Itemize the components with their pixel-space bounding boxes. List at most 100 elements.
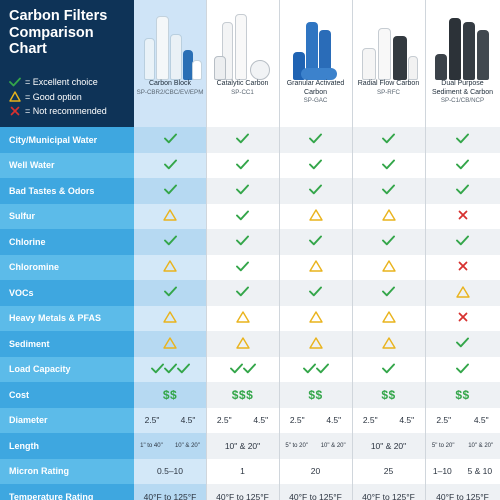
check-icon <box>382 235 395 248</box>
table-cell: 40°F to 125°F <box>134 484 206 500</box>
row-label: Sulfur <box>0 203 134 229</box>
table-cell <box>279 152 352 178</box>
cell-text: 2.5" <box>289 415 305 426</box>
table-cell <box>279 254 352 280</box>
cell-text: 5" to 20" <box>285 442 308 449</box>
cell-text: 40°F to 125°F <box>143 491 197 500</box>
table-cell <box>352 203 425 229</box>
table-cell <box>206 280 279 306</box>
table-cell <box>134 331 206 357</box>
triangle-icon <box>163 209 177 223</box>
product-name: Dual Purpose Sediment & Carbon <box>431 80 494 96</box>
triangle-icon <box>381 311 396 325</box>
table-cell <box>352 254 425 280</box>
table-cell <box>352 229 425 255</box>
check-icon <box>456 184 469 197</box>
product-name: Radial Flow Carbon <box>357 80 420 87</box>
product-header-catalytic-carbon: Catalytic Carbon SP-CC1 <box>206 0 279 127</box>
row-label: Chlorine <box>0 229 134 255</box>
product-header-granular-activated-carbon: Granular Activated Carbon SP-GAC <box>279 0 352 127</box>
cell-text: $$ <box>381 387 396 402</box>
legend-label: = Not recommended <box>25 106 107 117</box>
table-cell <box>206 178 279 204</box>
triangle-icon <box>455 286 470 300</box>
title-line-1: Carbon Filters <box>9 8 108 24</box>
table-cell: $$$ <box>206 382 279 408</box>
check-icon <box>163 184 177 197</box>
table-cell: 1" to 40" 10" & 20" <box>134 433 206 459</box>
table-cell <box>279 229 352 255</box>
cell-text: 10" & 20" <box>320 442 346 449</box>
cell-text: 2.5" <box>362 415 378 426</box>
product-sku: SP-CC1 <box>231 88 254 96</box>
table-cell: 5" to 20" 10" & 20" <box>279 433 352 459</box>
row-label: City/Municipal Water <box>0 127 134 153</box>
table-cell <box>425 280 500 306</box>
row-label: Sediment <box>0 331 134 357</box>
table-cell <box>352 178 425 204</box>
column-divider <box>279 0 280 500</box>
check-icon <box>382 159 395 172</box>
table-cell <box>206 152 279 178</box>
table-cell: 40°F to 125°F <box>279 484 352 500</box>
table-cell <box>352 356 425 382</box>
table-cell <box>206 254 279 280</box>
cell-text: 2.5" <box>436 415 452 426</box>
table-cell: $$ <box>425 382 500 408</box>
row-label: Well Water <box>0 152 134 178</box>
triangle-icon <box>235 337 250 351</box>
table-cell <box>134 152 206 178</box>
check-icon <box>309 286 322 299</box>
title-line-2: Comparison <box>9 24 94 41</box>
row-label: Cost <box>0 382 134 408</box>
product-header-radial-flow-carbon: Radial Flow Carbon SP-RFC <box>352 0 425 127</box>
table-cell <box>425 331 500 357</box>
check-icon <box>456 235 469 248</box>
table-cell <box>425 203 500 229</box>
check-icon <box>236 159 249 172</box>
cell-text: $$$ <box>231 387 254 402</box>
triangle-icon <box>235 311 250 325</box>
row-label: Temperature Rating <box>0 484 134 500</box>
check-icon <box>382 133 395 146</box>
cell-text: 40°F to 125°F <box>216 491 269 500</box>
table-cell: 20 <box>279 458 352 484</box>
cell-text: 5" to 20" <box>431 442 455 449</box>
legend-label: = Excellent choice <box>25 77 98 88</box>
table-cell: 10" & 20" <box>352 433 425 459</box>
table-cell: 2.5" 4.5" <box>352 407 425 433</box>
table-cell: 5" to 20" 10" & 20" <box>425 433 500 459</box>
triangle-icon <box>308 311 323 325</box>
check-icon <box>382 286 395 299</box>
product-name: Granular Activated Carbon <box>286 80 345 96</box>
table-cell <box>425 254 500 280</box>
table-cell <box>279 203 352 229</box>
table-cell: $$ <box>352 382 425 408</box>
product-header-dual-purpose: Dual Purpose Sediment & Carbon SP-C1/CB/… <box>425 0 500 127</box>
table-cell <box>352 280 425 306</box>
cell-text: 2.5" <box>216 415 232 426</box>
chart-title: Carbon Filters Comparison Chart <box>9 8 133 58</box>
check-icon <box>236 286 249 299</box>
row-label: Load Capacity <box>0 356 134 382</box>
table-cell <box>206 356 279 382</box>
check-icon <box>236 184 249 197</box>
cell-text: 5 & 10 <box>467 466 493 477</box>
check-icon <box>163 133 177 146</box>
triangle-icon <box>308 209 323 223</box>
table-cell: 40°F to 125°F <box>206 484 279 500</box>
table-cell <box>279 127 352 153</box>
check-icon <box>236 235 249 248</box>
cell-text: 2.5" <box>144 415 160 426</box>
table-cell <box>425 178 500 204</box>
cell-text: 25 <box>383 466 394 477</box>
check-icon <box>242 363 256 376</box>
check-icon <box>302 363 316 376</box>
cell-text: 40°F to 125°F <box>289 491 342 500</box>
check-icon <box>309 159 322 172</box>
table-cell <box>352 127 425 153</box>
cell-text: 40°F to 125°F <box>436 491 489 500</box>
table-cell <box>134 356 206 382</box>
check-icon <box>315 363 329 376</box>
